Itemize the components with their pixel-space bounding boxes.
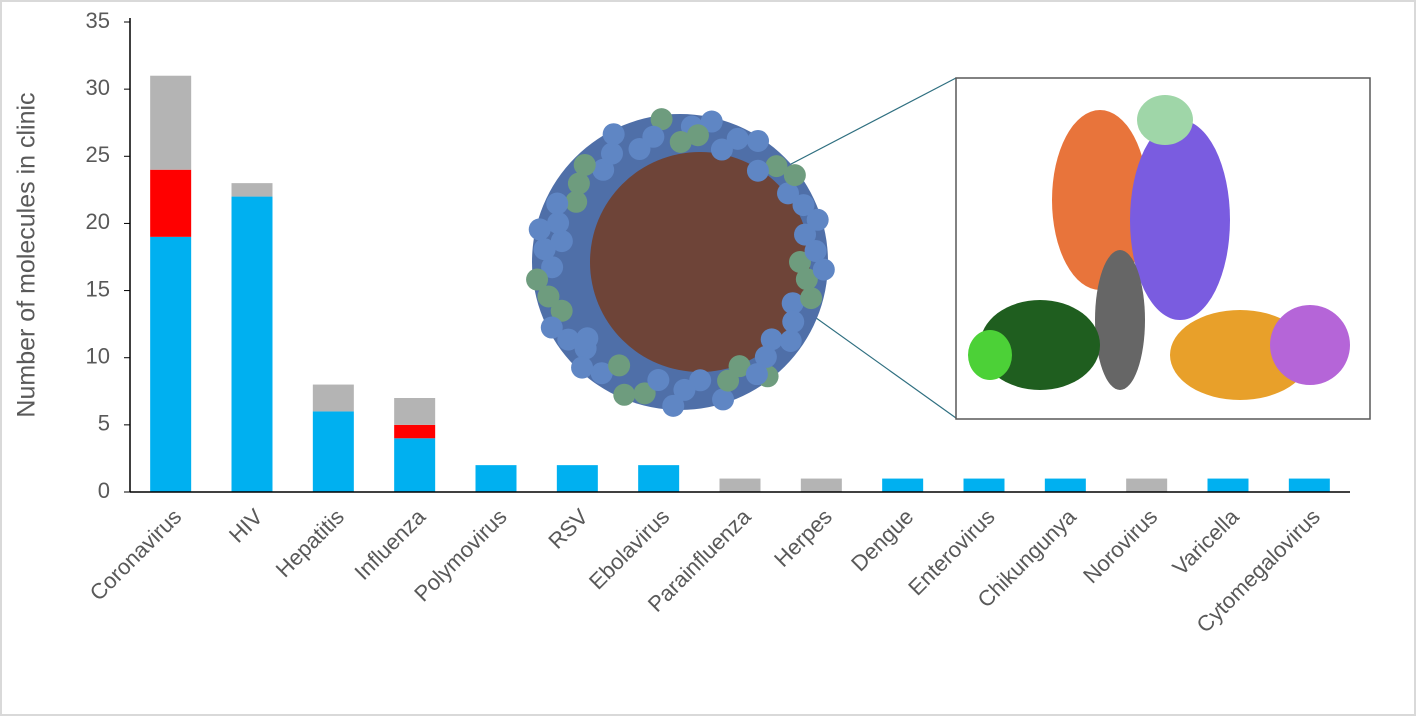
virus-spike — [779, 329, 802, 352]
virus-spike — [760, 328, 783, 351]
virus-spike — [600, 142, 623, 165]
bar-segment — [150, 169, 192, 237]
virus-spike — [717, 369, 740, 392]
virus-spike — [557, 328, 580, 351]
protein-chain — [1137, 95, 1193, 145]
y-tick-label: 35 — [86, 8, 110, 33]
virus-spike — [550, 230, 573, 253]
bar-segment — [150, 75, 192, 170]
virus-spike — [804, 239, 827, 262]
virus-spike — [712, 388, 735, 411]
virus-spike — [700, 110, 723, 133]
virus-spike — [590, 362, 613, 385]
virus-spike — [613, 383, 636, 406]
bar-segment — [312, 384, 354, 412]
bar-segment — [963, 478, 1005, 492]
virus-spike — [642, 125, 665, 148]
virus-spike — [547, 211, 570, 234]
virus-spike — [540, 316, 563, 339]
virus-spike — [782, 310, 805, 333]
y-tick-label: 25 — [86, 142, 110, 167]
virus-spike — [800, 287, 823, 310]
virus-spike — [745, 363, 768, 386]
bar-segment — [394, 424, 436, 439]
bar-segment — [638, 465, 680, 492]
virus-spike — [747, 129, 770, 152]
virus-spike — [673, 378, 696, 401]
virus-spike — [746, 159, 769, 182]
virus-spike — [541, 256, 564, 279]
illustration — [526, 77, 1371, 420]
virus-spike — [726, 127, 749, 150]
y-tick-label: 30 — [86, 75, 110, 100]
bar-segment — [1207, 478, 1249, 492]
protein-chain — [1095, 250, 1145, 390]
bar-segment — [1288, 478, 1330, 492]
virus-spike — [812, 258, 835, 281]
virus-spike — [781, 292, 804, 315]
bar-segment — [719, 478, 761, 492]
virus-spike — [794, 223, 817, 246]
virus-spike — [576, 327, 599, 350]
virus-spike — [608, 354, 631, 377]
virus-spike — [571, 356, 594, 379]
virus-spike — [710, 138, 733, 161]
virus-spike — [550, 299, 573, 322]
y-tick-label: 0 — [98, 478, 110, 503]
bar-segment — [1126, 478, 1168, 492]
bar-segment — [312, 411, 354, 492]
virus-spike — [795, 268, 818, 291]
virus-spike — [528, 218, 551, 241]
virus-spike — [686, 124, 709, 147]
y-tick-label: 10 — [86, 344, 110, 369]
virus-core — [590, 152, 810, 372]
bar-segment — [394, 438, 436, 492]
virus-spike — [789, 251, 811, 273]
bar-segment — [882, 478, 924, 492]
y-tick-label: 5 — [98, 411, 110, 436]
bar-segment — [556, 465, 598, 492]
virus-spike — [647, 369, 670, 392]
virus-spike — [792, 194, 815, 217]
virus-spike — [650, 108, 673, 131]
virus-spike — [777, 182, 800, 205]
virus-spike — [783, 164, 806, 187]
bar-segment — [800, 478, 842, 492]
protein-chain — [968, 330, 1012, 380]
virus-spike — [533, 238, 556, 261]
virus-spike — [592, 158, 615, 181]
virus-spike — [662, 394, 685, 417]
bar-segment — [150, 236, 192, 492]
virus-spike — [546, 192, 569, 215]
virus-spike — [567, 172, 590, 195]
protein-chain — [1052, 110, 1148, 290]
virus-spike — [669, 131, 692, 154]
y-axis-label: Number of molecules in clinic — [13, 92, 41, 417]
protein-chain — [1270, 305, 1350, 385]
protein-chain — [980, 300, 1100, 390]
virus-spike — [537, 285, 560, 308]
bar-segment — [394, 398, 436, 425]
virus-spike — [602, 123, 625, 146]
protein-chain — [1130, 120, 1230, 320]
virus-spike — [754, 345, 777, 368]
virus-spike — [806, 208, 829, 231]
bar-segment — [231, 183, 273, 197]
bar-segment — [1044, 478, 1086, 492]
virus-spike — [765, 155, 788, 178]
virus-spike — [689, 369, 712, 392]
virus-spike — [565, 190, 588, 213]
y-tick-label: 15 — [86, 276, 110, 301]
bar-segment — [231, 196, 273, 493]
virus-spike — [633, 382, 656, 405]
bar-segment — [475, 465, 517, 492]
virus-spike — [573, 153, 596, 176]
virus-spike — [526, 268, 549, 291]
y-tick-label: 20 — [86, 209, 110, 234]
